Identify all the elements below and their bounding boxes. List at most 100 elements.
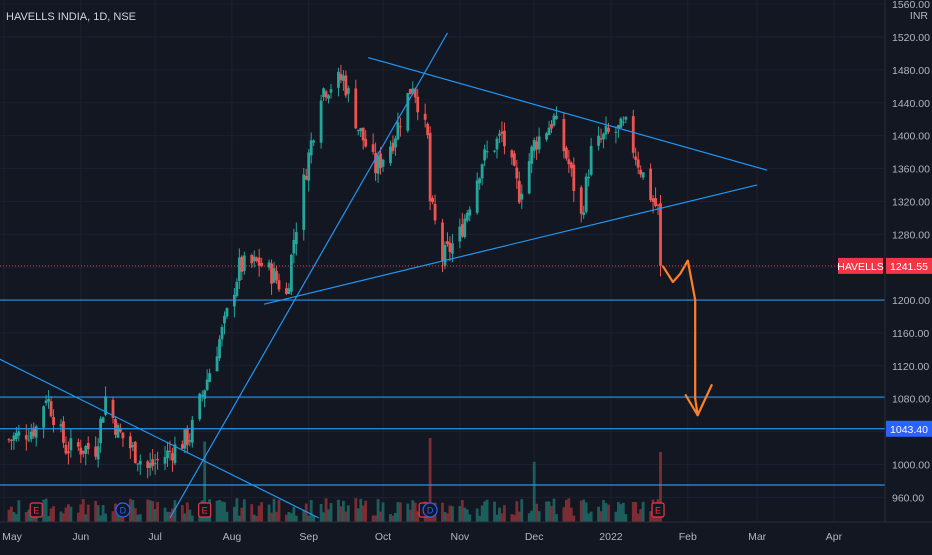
candle-body[interactable]: [257, 257, 261, 266]
candle-body[interactable]: [153, 463, 157, 465]
candle-body[interactable]: [483, 149, 487, 161]
candle-body[interactable]: [460, 224, 464, 237]
candle-body[interactable]: [433, 203, 437, 221]
candle-body[interactable]: [133, 441, 137, 463]
candle-body[interactable]: [237, 257, 241, 281]
candle-body[interactable]: [171, 453, 174, 461]
candle-body[interactable]: [545, 133, 548, 140]
candle-body[interactable]: [304, 176, 308, 180]
candle-body[interactable]: [634, 156, 638, 160]
candle-body[interactable]: [381, 159, 385, 167]
candle-body[interactable]: [188, 440, 192, 442]
candle-body[interactable]: [148, 463, 152, 468]
trend-line[interactable]: [0, 358, 319, 519]
candle-body[interactable]: [14, 432, 18, 439]
candle-body[interactable]: [527, 160, 531, 194]
candle-body[interactable]: [569, 162, 573, 169]
dividend-marker[interactable]: D: [115, 502, 131, 518]
projection-arrow-shaft[interactable]: [661, 259, 699, 417]
candle-body[interactable]: [185, 427, 189, 446]
candle-body[interactable]: [651, 198, 655, 202]
candle-body[interactable]: [654, 198, 657, 207]
candle-body[interactable]: [163, 457, 167, 464]
candle-body[interactable]: [587, 176, 591, 179]
candle-body[interactable]: [200, 394, 204, 396]
candle-body[interactable]: [225, 308, 229, 317]
candle-body[interactable]: [285, 288, 288, 294]
candle-body[interactable]: [614, 131, 618, 133]
candle-body[interactable]: [495, 138, 499, 150]
candle-body[interactable]: [572, 164, 576, 191]
candle-body[interactable]: [101, 417, 105, 423]
candle-body[interactable]: [146, 461, 150, 468]
candle-body[interactable]: [190, 419, 194, 443]
candle-body[interactable]: [562, 119, 566, 152]
candle-body[interactable]: [530, 146, 534, 164]
candle-body[interactable]: [270, 263, 273, 284]
candle-body[interactable]: [639, 169, 643, 175]
candle-body[interactable]: [406, 93, 410, 131]
candle-body[interactable]: [485, 151, 489, 153]
candle-body[interactable]: [267, 262, 271, 268]
candle-body[interactable]: [579, 187, 583, 214]
candle-body[interactable]: [510, 150, 514, 158]
candle-body[interactable]: [547, 127, 551, 136]
candle-body[interactable]: [428, 132, 432, 202]
candle-body[interactable]: [480, 164, 484, 179]
candle-body[interactable]: [423, 113, 427, 120]
candle-body[interactable]: [138, 460, 142, 465]
candle-body[interactable]: [597, 135, 600, 146]
candle-body[interactable]: [379, 153, 382, 168]
candle-body[interactable]: [32, 427, 36, 437]
candle-body[interactable]: [441, 222, 444, 262]
candle-body[interactable]: [463, 218, 467, 238]
candle-body[interactable]: [287, 288, 291, 295]
candle-body[interactable]: [391, 142, 395, 152]
candle-body[interactable]: [307, 152, 311, 181]
candle-body[interactable]: [151, 459, 155, 466]
candle-body[interactable]: [564, 147, 568, 159]
candle-body[interactable]: [478, 178, 482, 184]
candle-body[interactable]: [277, 280, 281, 290]
candle-body[interactable]: [616, 125, 620, 129]
candle-body[interactable]: [451, 243, 454, 254]
candle-body[interactable]: [364, 138, 368, 147]
candle-body[interactable]: [312, 140, 316, 143]
candle-body[interactable]: [235, 281, 239, 296]
candle-body[interactable]: [29, 431, 33, 440]
candle-body[interactable]: [607, 127, 610, 132]
trend-line[interactable]: [368, 56, 768, 171]
candle-body[interactable]: [602, 133, 605, 140]
candle-body[interactable]: [223, 315, 226, 324]
candle-body[interactable]: [535, 141, 539, 150]
candle-body[interactable]: [589, 145, 593, 175]
candle-body[interactable]: [649, 168, 653, 201]
candle-body[interactable]: [342, 75, 345, 81]
candle-body[interactable]: [49, 401, 53, 417]
candle-body[interactable]: [552, 115, 556, 126]
candle-body[interactable]: [659, 203, 662, 266]
candle-body[interactable]: [260, 262, 264, 267]
candle-body[interactable]: [356, 129, 360, 131]
candle-body[interactable]: [413, 88, 417, 98]
candle-body[interactable]: [500, 131, 504, 134]
candle-body[interactable]: [475, 180, 479, 213]
candle-body[interactable]: [517, 180, 521, 203]
candle-body[interactable]: [376, 155, 380, 174]
candle-body[interactable]: [408, 88, 412, 95]
trend-line[interactable]: [263, 184, 758, 305]
candle-body[interactable]: [292, 239, 296, 254]
candle-body[interactable]: [275, 270, 278, 281]
candle-body[interactable]: [52, 417, 55, 426]
candle-body[interactable]: [344, 75, 348, 96]
candle-body[interactable]: [69, 438, 73, 451]
candle-body[interactable]: [493, 150, 496, 152]
candle-body[interactable]: [289, 254, 293, 292]
candle-body[interactable]: [468, 209, 472, 216]
candle-body[interactable]: [121, 432, 125, 439]
candle-body[interactable]: [337, 71, 340, 88]
candle-body[interactable]: [354, 88, 358, 129]
candle-body[interactable]: [309, 140, 313, 156]
candle-body[interactable]: [465, 212, 469, 221]
